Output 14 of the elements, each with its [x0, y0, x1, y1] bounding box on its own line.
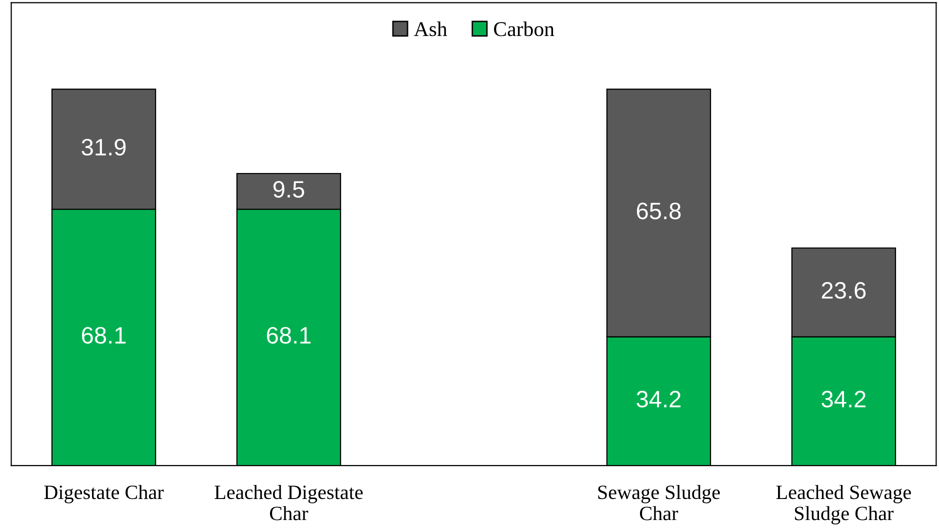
x-tick-label: Digestate Char — [44, 484, 164, 504]
data-label: 23.6 — [822, 282, 866, 299]
data-label: 34.2 — [636, 390, 680, 408]
data-label: 68.1 — [82, 327, 126, 344]
data-label: 34.2 — [822, 390, 866, 408]
x-tick-label: Sewage Sludge Char — [598, 484, 720, 520]
x-tick-label: Leached Digestate Char — [214, 484, 363, 520]
legend-label: Ash — [414, 22, 448, 36]
x-tick-label: Leached Sewage Sludge Char — [776, 484, 911, 524]
data-label: 9.5 — [273, 180, 304, 198]
data-label: 31.9 — [82, 138, 126, 156]
legend-label: Carbon — [494, 22, 554, 36]
data-label: 68.1 — [266, 327, 311, 344]
data-label: 65.8 — [636, 202, 681, 220]
